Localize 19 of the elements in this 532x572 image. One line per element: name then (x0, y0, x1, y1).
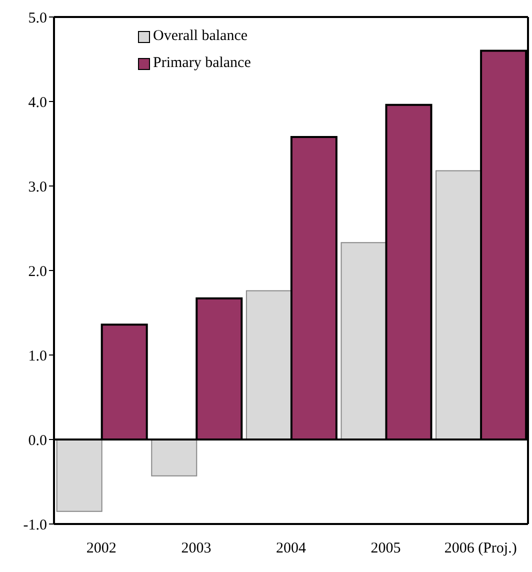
x-tick-label: 2006 (Proj.) (444, 540, 517, 557)
x-tick-label: 2003 (181, 540, 212, 557)
legend-label: Overall balance (153, 28, 248, 45)
y-tick-label: 2.0 (28, 264, 47, 280)
y-tick-label: 3.0 (28, 179, 47, 196)
bar (246, 290, 292, 440)
y-tick-label: 1.0 (28, 348, 47, 364)
y-tick-label: 0.0 (28, 432, 47, 449)
x-tick-label: 2004 (276, 540, 306, 557)
bar (340, 242, 387, 440)
y-tick-label: 5.0 (28, 10, 47, 26)
bar (151, 439, 198, 476)
x-tick-label: 2002 (86, 540, 116, 557)
x-tick-label: 2005 (370, 540, 401, 557)
bar (436, 170, 482, 440)
y-tick-label: 4.0 (28, 94, 47, 111)
legend-label: Primary balance (153, 55, 251, 72)
bar (56, 439, 102, 512)
y-tick-label: -1.0 (23, 517, 47, 534)
